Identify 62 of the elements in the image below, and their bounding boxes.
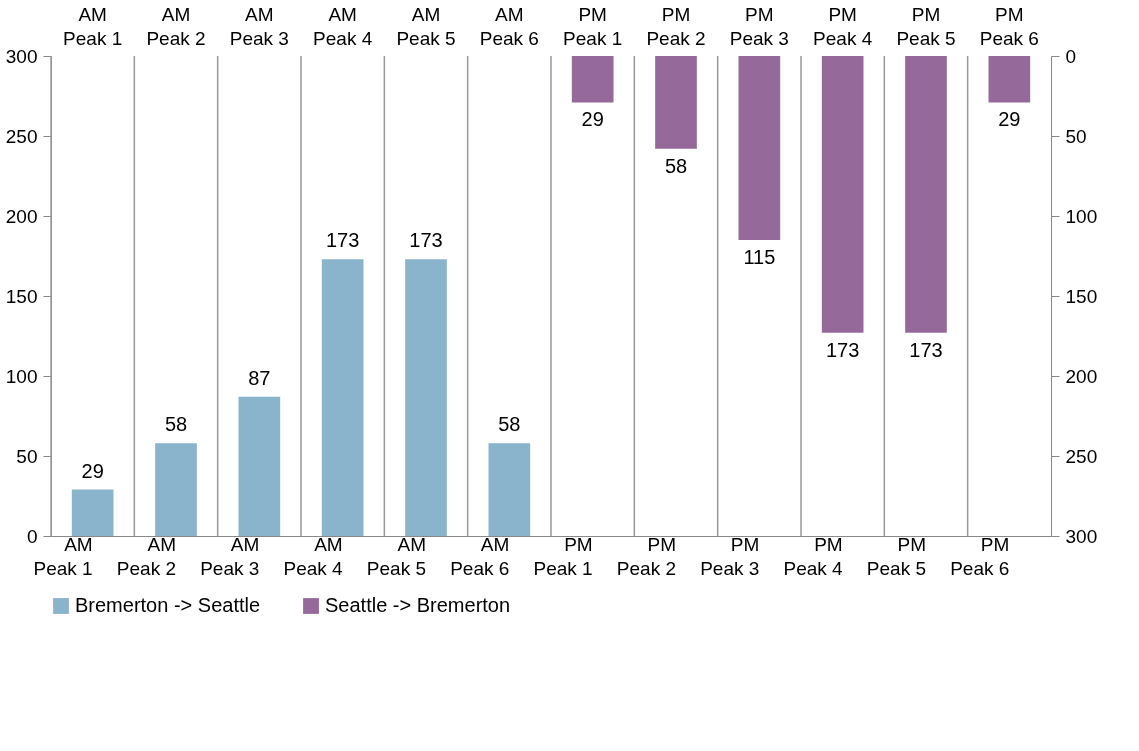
category-label: PM Peak 2	[616, 533, 676, 579]
data-label: 115	[743, 246, 776, 268]
bar	[905, 56, 947, 333]
y2-tick-label: 150	[1065, 285, 1098, 307]
x-tick-label: AM Peak 1	[63, 3, 123, 49]
y2-tick-label: 100	[1065, 205, 1098, 227]
legend-label: Bremerton -> Seattle	[75, 594, 261, 616]
data-label: 29	[998, 108, 1021, 131]
category-label: AM Peak 6	[450, 533, 510, 579]
y2-tick-label: 0	[1065, 45, 1077, 67]
category-label: AM Peak 5	[366, 533, 426, 579]
x-tick-label: PM Peak 5	[896, 3, 956, 49]
category-label: PM Peak 4	[783, 533, 843, 579]
category-label: AM Peak 4	[283, 533, 343, 579]
bar	[738, 56, 781, 240]
legend-label: Seattle -> Bremerton	[325, 594, 511, 616]
data-label: 173	[909, 338, 943, 361]
data-label: 29	[81, 459, 104, 482]
x-tick-label: PM Peak 4	[813, 3, 873, 49]
data-label: 173	[325, 229, 360, 252]
y2-tick-label: 250	[1065, 445, 1098, 467]
y-tick-label: 200	[5, 205, 38, 227]
data-label: 173	[409, 229, 443, 252]
category-label: PM Peak 3	[700, 533, 760, 579]
y-tick-label: 50	[16, 445, 38, 467]
x-tick-label: AM Peak 6	[479, 3, 539, 49]
bar	[155, 443, 197, 536]
bar	[488, 443, 531, 536]
bar	[655, 56, 697, 149]
x-tick-label: AM Peak 2	[146, 3, 206, 49]
data-label: 173	[825, 338, 860, 361]
x-tick-label: PM Peak 2	[646, 3, 706, 49]
x-tick-label: PM Peak 1	[563, 3, 623, 49]
category-label: PM Peak 1	[533, 533, 593, 579]
y2-tick-label: 50	[1065, 125, 1087, 147]
category-label: PM Peak 6	[950, 533, 1010, 579]
y-tick-label: 150	[5, 285, 38, 307]
category-label: AM Peak 3	[200, 533, 260, 579]
bar	[71, 489, 114, 536]
category-label: PM Peak 5	[866, 533, 926, 579]
y-tick-label: 300	[5, 45, 38, 67]
bar	[238, 396, 281, 536]
x-tick-label: AM Peak 5	[396, 3, 456, 49]
data-label: 29	[581, 108, 604, 131]
data-label: 87	[248, 366, 271, 389]
data-label: 58	[664, 154, 688, 177]
y2-tick-label: 300	[1065, 525, 1098, 547]
y-tick-label: 250	[5, 125, 38, 147]
bar	[571, 56, 614, 103]
bar	[321, 259, 364, 536]
y-tick-label: 100	[5, 365, 38, 387]
data-label: 58	[498, 413, 521, 436]
bar	[821, 56, 864, 333]
data-label: 58	[164, 413, 188, 436]
x-tick-label: PM Peak 6	[979, 3, 1039, 49]
bar	[405, 259, 447, 536]
x-tick-label: AM Peak 3	[229, 3, 289, 49]
x-tick-label: AM Peak 4	[313, 3, 373, 49]
x-tick-label: PM Peak 3	[729, 3, 789, 49]
bar	[988, 56, 1031, 103]
y2-tick-label: 200	[1065, 365, 1098, 387]
category-label: AM Peak 2	[116, 533, 176, 579]
